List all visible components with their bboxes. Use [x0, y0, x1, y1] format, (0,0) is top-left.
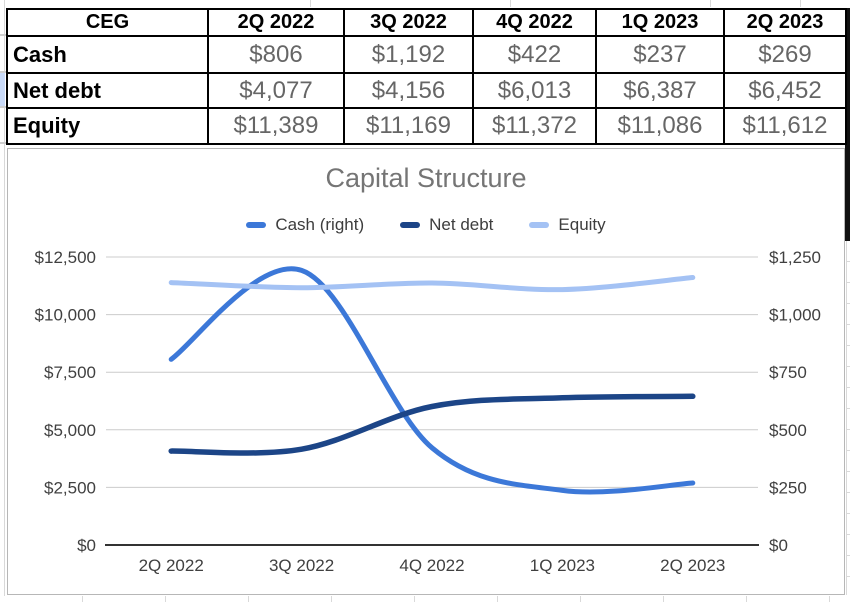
- table-value-cell[interactable]: $6,387: [597, 74, 725, 109]
- grid-line: [0, 34, 6, 36]
- left-axis-label: $12,500: [35, 248, 96, 267]
- grid-line: [510, 0, 511, 7]
- legend-swatch-icon: [400, 222, 421, 228]
- x-axis-label: 3Q 2022: [269, 556, 334, 575]
- table-value-cell[interactable]: $237: [597, 37, 725, 74]
- table-row-label[interactable]: Cash: [8, 37, 209, 74]
- grid-line: [710, 0, 711, 7]
- legend-item-equity[interactable]: Equity: [529, 215, 606, 235]
- grid-line: [4, 0, 5, 596]
- right-axis-label: $1,250: [769, 248, 821, 267]
- grid-line: [0, 71, 6, 73]
- x-axis-label: 2Q 2022: [139, 556, 204, 575]
- series-line-net-debt: [168, 393, 696, 456]
- row-highlight: [0, 73, 5, 108]
- table-value-cell[interactable]: $1,192: [345, 37, 474, 74]
- table-value-cell[interactable]: $806: [209, 37, 345, 74]
- x-axis-label: 2Q 2023: [660, 556, 725, 575]
- x-axis-label: 1Q 2023: [530, 556, 595, 575]
- table-corner-cell[interactable]: CEG: [8, 10, 209, 37]
- table-edge-border: [845, 8, 850, 241]
- grid-strip: [0, 596, 850, 602]
- table-value-cell[interactable]: $6,452: [725, 74, 847, 109]
- right-axis-label: $1,000: [769, 306, 821, 325]
- series-line-equity: [168, 275, 696, 293]
- chart-container[interactable]: Capital Structure Cash (right) Net debt Eq…: [7, 148, 845, 595]
- left-axis-label: $10,000: [35, 306, 96, 325]
- table-value-cell[interactable]: $11,086: [597, 109, 725, 145]
- table-value-cell[interactable]: $269: [725, 37, 847, 74]
- table-value-cell[interactable]: $6,013: [474, 74, 597, 109]
- chart-legend: Cash (right) Net debt Equity: [8, 215, 844, 235]
- grid-line: [0, 106, 6, 108]
- left-axis-label: $0: [77, 536, 96, 555]
- table-value-cell[interactable]: $4,156: [345, 74, 474, 109]
- legend-label: Net debt: [429, 215, 494, 234]
- legend-item-net-debt[interactable]: Net debt: [400, 215, 493, 235]
- table-row-label[interactable]: Equity: [8, 109, 209, 145]
- table-header-cell[interactable]: 2Q 2023: [725, 10, 847, 37]
- table-value-cell[interactable]: $11,169: [345, 109, 474, 145]
- table-header-cell[interactable]: 1Q 2023: [597, 10, 725, 37]
- right-axis-label: $250: [769, 478, 807, 497]
- table-header-cell[interactable]: 2Q 2022: [209, 10, 345, 37]
- table-value-cell[interactable]: $422: [474, 37, 597, 74]
- table-value-cell[interactable]: $11,372: [474, 109, 597, 145]
- table-row-label[interactable]: Net debt: [8, 74, 209, 109]
- table-header-cell[interactable]: 3Q 2022: [345, 10, 474, 37]
- grid-line: [800, 0, 801, 7]
- left-axis-label: $7,500: [44, 363, 96, 382]
- right-axis-label: $750: [769, 363, 807, 382]
- left-axis-label: $5,000: [44, 421, 96, 440]
- x-axis-label: 4Q 2022: [399, 556, 464, 575]
- grid-line: [310, 0, 311, 7]
- data-table: CEG 2Q 2022 3Q 2022 4Q 2022 1Q 2023 2Q 2023 Ca…: [6, 8, 847, 145]
- table-value-cell[interactable]: $11,389: [209, 109, 345, 145]
- chart-plot: $0 $0 $2,500 $250 $5,000 $500 $7,500 $750 $10,00…: [35, 248, 821, 575]
- left-axis-label: $2,500: [44, 478, 96, 497]
- table-value-cell[interactable]: $11,612: [725, 109, 847, 145]
- legend-label: Equity: [558, 215, 606, 234]
- series-line-cash-right: [168, 266, 696, 495]
- right-axis-label: $0: [769, 536, 788, 555]
- chart-title: Capital Structure: [325, 163, 527, 193]
- legend-item-cash-right[interactable]: Cash (right): [246, 215, 364, 235]
- right-axis-label: $500: [769, 421, 807, 440]
- legend-swatch-icon: [246, 222, 267, 228]
- table-header-cell[interactable]: 4Q 2022: [474, 10, 597, 37]
- grid-strip: [846, 241, 850, 595]
- grid-line: [0, 142, 6, 144]
- table-value-cell[interactable]: $4,077: [209, 74, 345, 109]
- legend-swatch-icon: [529, 222, 550, 228]
- legend-label: Cash (right): [275, 215, 365, 234]
